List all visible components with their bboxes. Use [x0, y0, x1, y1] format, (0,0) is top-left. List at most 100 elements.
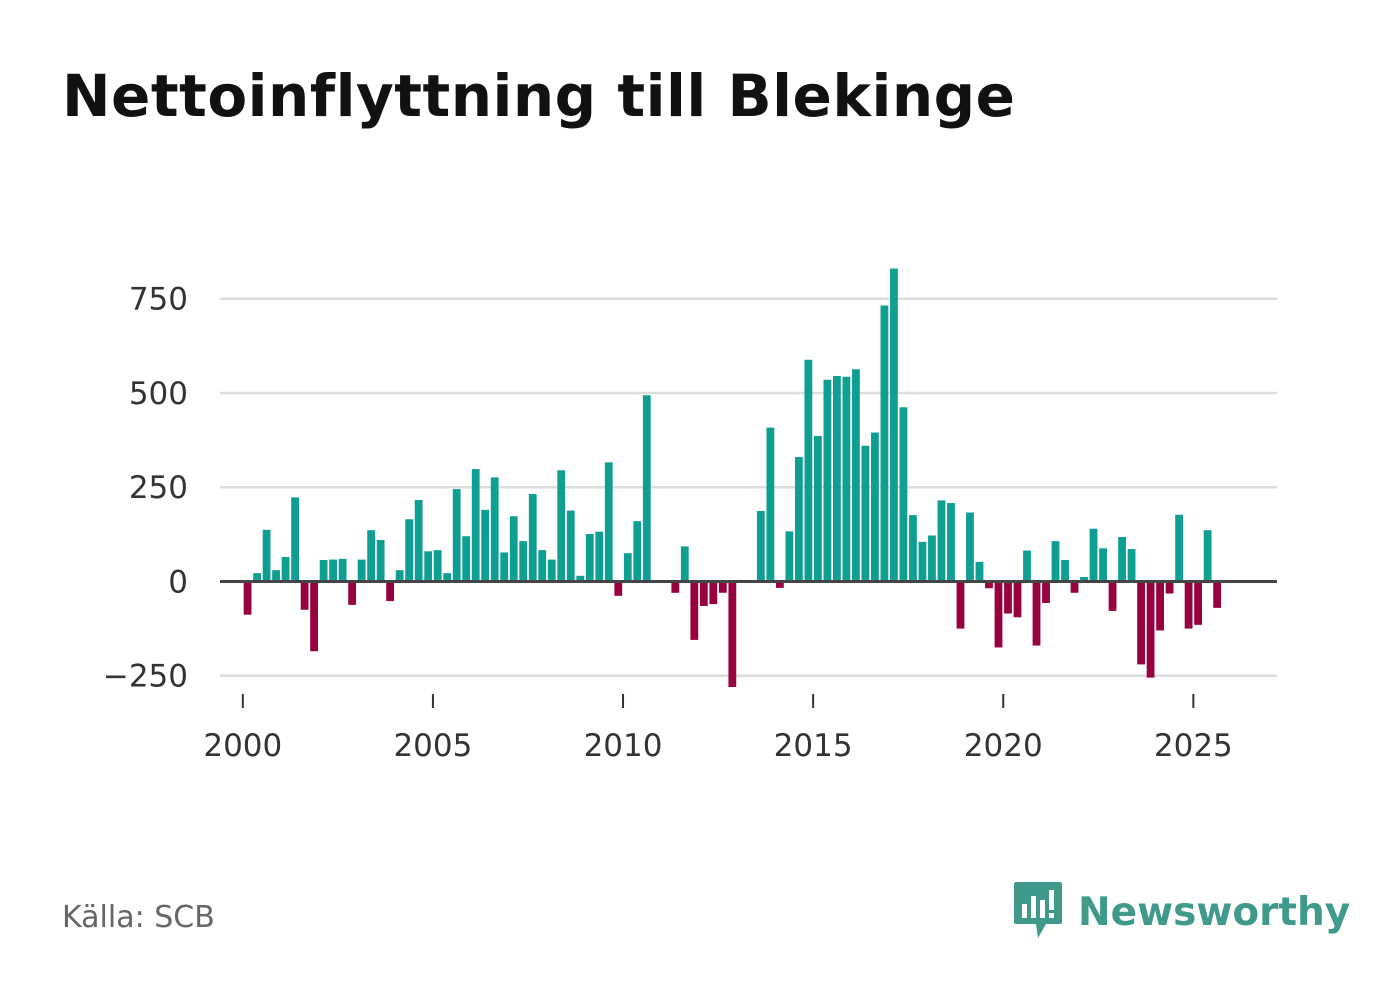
bar: [909, 515, 917, 582]
bar: [690, 581, 699, 640]
bar: [833, 375, 841, 582]
x-tick-label: 2025: [1154, 728, 1233, 764]
y-tick-label: 750: [129, 282, 188, 318]
bar: [861, 445, 870, 582]
bar: [1004, 581, 1012, 614]
bar: [310, 581, 319, 652]
bar: [633, 521, 642, 582]
bar: [1213, 581, 1222, 608]
x-tick-label: 2005: [393, 728, 472, 764]
bar: [1194, 581, 1203, 625]
bar: [966, 512, 974, 582]
bar: [756, 510, 765, 582]
bar: [348, 581, 357, 605]
brand-logo: Newsworthy: [1012, 880, 1350, 944]
bar: [1118, 536, 1126, 582]
newsworthy-logo-icon: [1012, 880, 1064, 944]
y-tick-label: 0: [168, 564, 188, 600]
bar: [329, 559, 338, 582]
x-tick-label: 2020: [964, 728, 1043, 764]
bar: [585, 533, 594, 582]
bar: [538, 550, 547, 582]
bar: [1013, 581, 1022, 618]
bar: [281, 556, 290, 582]
bar: [794, 457, 803, 582]
y-tick-label: 250: [129, 470, 188, 506]
bar: [1146, 581, 1155, 678]
bar: [1042, 581, 1050, 603]
bar: [642, 395, 651, 582]
bar: [928, 535, 936, 582]
bar: [718, 581, 727, 593]
bar: [1203, 530, 1212, 582]
bar: [595, 531, 604, 582]
bar: [1175, 514, 1183, 582]
bar: [614, 581, 623, 596]
bar: [566, 510, 575, 582]
bar: [947, 503, 955, 582]
bar: [386, 581, 395, 602]
bar: [509, 516, 518, 582]
bar: [604, 462, 613, 582]
x-tick-label: 2015: [774, 728, 853, 764]
source-note: Källa: SCB: [62, 900, 215, 935]
bar: [405, 519, 414, 582]
bar: [424, 551, 433, 582]
brand-name: Newsworthy: [1078, 889, 1351, 935]
bar: [272, 570, 280, 582]
bar: [804, 359, 813, 582]
bar: [1127, 549, 1136, 582]
bar: [899, 407, 908, 582]
bar: [547, 559, 556, 582]
bar: [975, 561, 984, 582]
bar: [1080, 576, 1088, 582]
bar: [728, 581, 737, 688]
bar: [623, 553, 632, 582]
x-tick-label: 2000: [203, 728, 282, 764]
bar: [433, 550, 442, 582]
bar: [395, 570, 404, 582]
bar: [414, 500, 423, 582]
bar: [367, 530, 376, 582]
bar: [813, 435, 822, 582]
bar: [528, 493, 537, 582]
y-tick-label: −250: [103, 659, 188, 695]
bar: [956, 581, 965, 629]
bar: [1070, 581, 1079, 593]
bar: [452, 489, 461, 582]
bar: [1165, 581, 1174, 594]
bar: [557, 470, 566, 582]
bar: [852, 369, 860, 582]
bar: [937, 500, 946, 582]
bar: [1023, 550, 1031, 582]
bar: [918, 541, 927, 582]
y-tick-label: 500: [129, 376, 188, 412]
bar: [766, 427, 775, 582]
bar: [1051, 541, 1060, 582]
bar: [471, 469, 480, 582]
bar: [1032, 581, 1041, 646]
bar: [823, 379, 832, 582]
bar: [376, 539, 385, 582]
bar: [1137, 581, 1145, 665]
bar: [481, 509, 490, 582]
bar: [338, 558, 347, 582]
bar: [699, 581, 708, 606]
bar: [842, 376, 851, 582]
bar: [890, 268, 898, 582]
bar: [319, 559, 328, 582]
bar: [462, 536, 471, 582]
bar: [709, 581, 718, 605]
bar: [785, 531, 794, 582]
bar: [680, 546, 689, 582]
bar: [576, 575, 585, 582]
bar: [500, 552, 509, 582]
bar: [985, 581, 993, 589]
bar: [671, 581, 680, 593]
x-tick-label: 2010: [584, 728, 663, 764]
bar: [1089, 528, 1098, 582]
bar: [1099, 548, 1107, 582]
bar: [243, 581, 252, 615]
bar: [253, 573, 261, 582]
